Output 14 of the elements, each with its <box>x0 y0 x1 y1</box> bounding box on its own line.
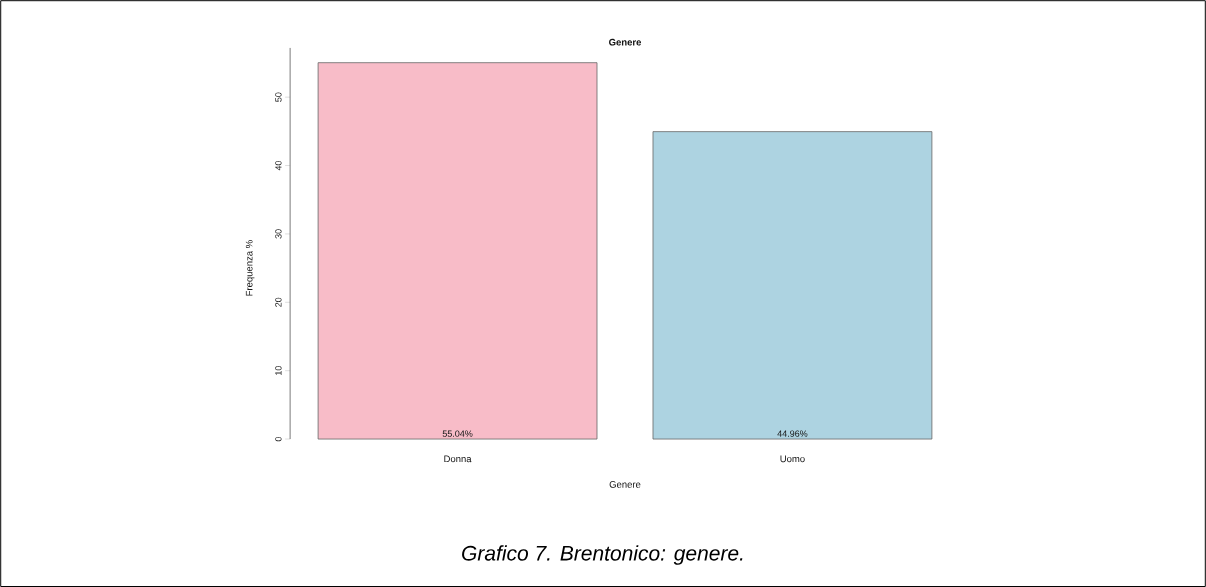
y-tick-label: 30 <box>275 229 282 239</box>
chart-title: Genere <box>609 38 642 46</box>
y-tick-label: 0 <box>275 436 282 442</box>
y-axis-title: Frequenza % <box>245 240 255 296</box>
x-axis-title: Genere <box>609 480 641 488</box>
x-tick-label: Donna <box>444 455 472 463</box>
data-label: 55.04% <box>442 430 473 437</box>
y-tick-label: 10 <box>275 365 282 375</box>
y-tick-label: 50 <box>275 92 282 102</box>
text: Grafico 7. Brentonico: genere. <box>462 545 743 565</box>
data-label: 44.96% <box>777 430 808 437</box>
x-tick-label: Uomo <box>780 455 805 463</box>
y-tick-label: 40 <box>275 160 282 171</box>
y-tick-label: 20 <box>275 297 282 307</box>
